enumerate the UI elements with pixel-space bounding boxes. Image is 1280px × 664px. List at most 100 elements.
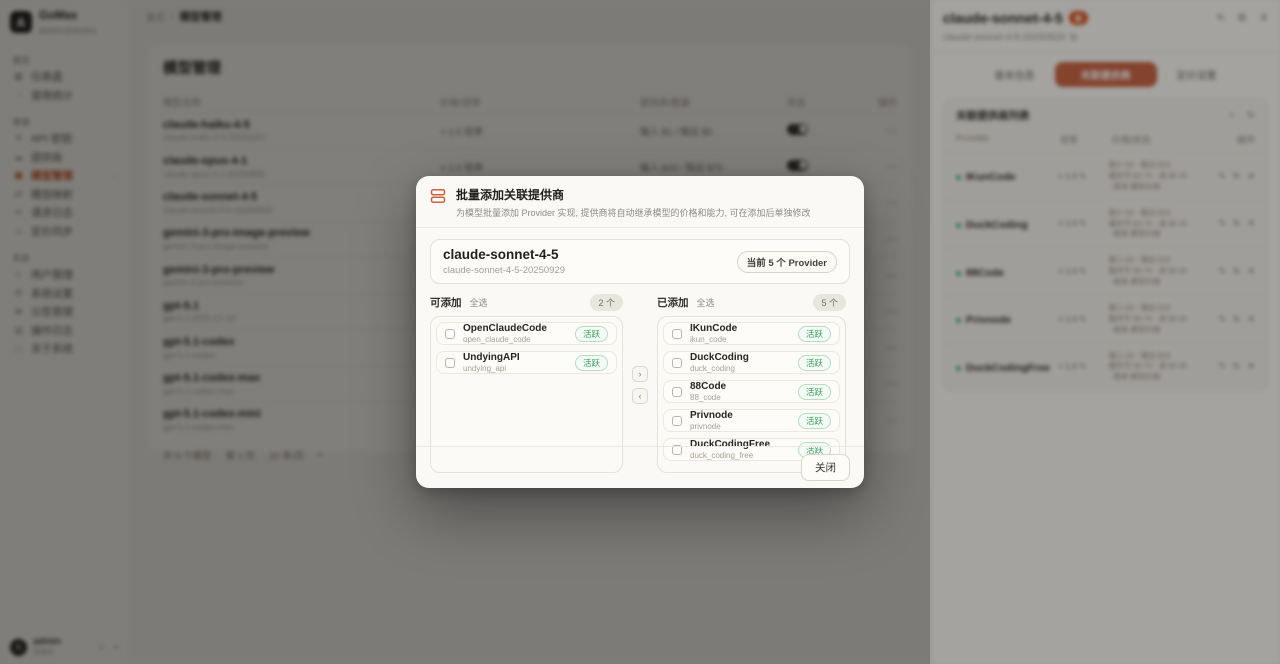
delete-icon[interactable]: ✕	[1247, 266, 1255, 277]
delete-icon[interactable]: ✕	[1247, 218, 1255, 229]
sidebar-item-usage-stats[interactable]: ◔ 使用统计	[0, 86, 129, 105]
checkbox[interactable]	[672, 328, 682, 339]
tab-linked-providers[interactable]: 关联提供商	[1054, 62, 1157, 87]
status-toggle[interactable]	[787, 159, 808, 171]
app-name: GoMax	[39, 10, 78, 22]
select-all-added[interactable]: 全选	[696, 297, 715, 308]
provider-row[interactable]: IKunCode × 1.0 ✎ 输入 $3 · 输出 $15 缓存写 $3.75…	[944, 152, 1267, 200]
status-dot	[956, 270, 961, 276]
model-id: claude-sonnet-4-5-20250929	[443, 265, 566, 276]
provider-row[interactable]: DuckCoding × 1.0 ✎ 输入 $3 · 输出 $15 缓存写 $3.…	[944, 199, 1267, 248]
select-all-available[interactable]: 全选	[469, 297, 488, 308]
list-item-privnode[interactable]: Privnode privnode 活跃	[663, 409, 840, 432]
row-actions-icon[interactable]: ⋯	[886, 306, 897, 319]
sidebar-item-dashboard[interactable]: ▦ 仪表盘	[0, 68, 129, 87]
row-actions-icon[interactable]: ⋯	[886, 414, 897, 427]
move-right-button[interactable]: ›	[632, 366, 648, 382]
sidebar-item-announcements[interactable]: ◈ 公告管理	[0, 303, 129, 322]
provider-rate: × 1.0 ✎	[1057, 361, 1087, 372]
row-actions-icon[interactable]: ⋯	[886, 342, 897, 355]
sidebar-item-settings[interactable]: ⚙ 系统设置	[0, 284, 129, 303]
row-actions-icon[interactable]: ⋯	[886, 233, 897, 246]
tab-pricing[interactable]: 定价设置	[1176, 71, 1217, 82]
copy-icon[interactable]: ⧉	[1070, 32, 1077, 43]
col-model-name: 模型名称	[163, 98, 202, 109]
provider-name: DuckCoding	[690, 352, 749, 363]
sidebar-item-pricing-sync[interactable]: ◇ 定价同步	[0, 222, 129, 241]
sidebar-item-audit-logs[interactable]: ▥ 操作日志	[0, 321, 129, 340]
logo-mark-icon: A	[10, 11, 32, 34]
refresh-icon[interactable]: ↻	[1232, 313, 1241, 324]
tab-basic-info[interactable]: 基本信息	[994, 71, 1035, 82]
model-id: gemini-3-pro-preview	[163, 277, 243, 288]
refresh-icon[interactable]: ↻	[1232, 218, 1241, 229]
breadcrumb-separator: /	[171, 11, 174, 22]
refresh-icon[interactable]: ↻	[1232, 170, 1241, 181]
provider-row[interactable]: 88Code × 1.0 ✎ 输入 $3 · 输出 $15 缓存写 $3.75 ·…	[944, 247, 1267, 295]
model-summary-card: claude-sonnet-4-5 claude-sonnet-4-5-2025…	[430, 239, 850, 284]
list-item-88code[interactable]: 88Code 88_code 活跃	[663, 380, 840, 403]
row-actions-icon[interactable]: ⋯	[886, 197, 897, 210]
status-badge: 活跃	[797, 325, 831, 342]
close-icon[interactable]: ✕	[1259, 13, 1268, 24]
collapse-sidebar-icon[interactable]: «	[113, 642, 119, 652]
col-provider-count: 提供商/数量	[640, 98, 691, 109]
edit-icon[interactable]: ✎	[1218, 266, 1226, 277]
sidebar-item-models-active[interactable]: ▣ 模型管理 ›	[0, 167, 129, 186]
sidebar-item-providers[interactable]: ☁ 提供商	[0, 148, 129, 167]
sidebar-item-model-mapping[interactable]: ⇄ 模型映射	[0, 185, 129, 204]
refresh-icon[interactable]: ↻	[1232, 361, 1241, 372]
sidebar-section-title: 概览	[13, 55, 30, 65]
checkbox[interactable]	[672, 386, 682, 397]
sidebar-item-label: 模型映射	[31, 188, 73, 201]
sidebar-item-api-keys[interactable]: ✦ API 密钥	[0, 130, 129, 149]
refresh-icon[interactable]: ↻	[1247, 110, 1255, 121]
status-badge: 活跃	[797, 354, 831, 371]
provider-row[interactable]: Privnode × 1.0 ✎ 输入 $3 · 输出 $15 缓存写 $3.75…	[944, 294, 1267, 343]
breadcrumb-home[interactable]: 首页	[146, 12, 166, 24]
table-row[interactable]: claude-haiku-4-5 claude-haiku-4-5-202510…	[163, 112, 897, 148]
checkbox[interactable]	[672, 357, 682, 368]
page-size-select[interactable]: 10 条/页	[269, 450, 304, 462]
list-item-duckcoding[interactable]: DuckCoding duck_coding 活跃	[663, 351, 840, 374]
move-left-button[interactable]: ‹	[632, 388, 648, 404]
app-logo[interactable]: A GoMax 模型网关管理控制台	[0, 0, 129, 43]
sidebar-item-label: 模型管理	[31, 170, 73, 183]
edit-icon[interactable]: ✎	[1216, 13, 1225, 24]
added-label: 已添加	[657, 296, 689, 309]
list-item-ikuncode[interactable]: IKunCode ikun_code 活跃	[663, 322, 840, 345]
delete-icon[interactable]: ✕	[1247, 170, 1255, 181]
edit-icon[interactable]: ✎	[1218, 313, 1226, 324]
provider-row[interactable]: DuckCodingFree × 1.0 ✎ 输入 $3 · 输出 $15 缓存写…	[944, 342, 1267, 391]
list-item-openclaudecode[interactable]: OpenClaudeCode open_claude_code 活跃	[436, 322, 617, 345]
table-row[interactable]: claude-opus-4-1 claude-opus-4-1-20250805…	[163, 148, 897, 184]
close-button[interactable]: 关闭	[801, 454, 850, 481]
status-toggle[interactable]	[787, 123, 808, 135]
sidebar-item-users[interactable]: ☺ 用户管理	[0, 266, 129, 285]
status-badge: 活跃	[797, 383, 831, 400]
edit-icon[interactable]: ✎	[1218, 361, 1226, 372]
sidebar-item-about[interactable]: ⓘ 关于系统	[0, 340, 129, 359]
user-menu[interactable]: A admin 管理员 ◐ «	[0, 630, 129, 664]
delete-icon[interactable]: ✕	[1247, 313, 1255, 324]
sidebar-item-request-logs[interactable]: ≡ 请求日志	[0, 204, 129, 223]
row-actions-icon[interactable]: ⋯	[886, 161, 897, 174]
delete-icon[interactable]: ✕	[1247, 361, 1255, 372]
edit-icon[interactable]: ✎	[1218, 218, 1226, 229]
row-actions-icon[interactable]: ⋯	[886, 125, 897, 138]
row-actions-icon[interactable]: ⋯	[886, 269, 897, 282]
gear-icon: ⚙	[14, 287, 23, 299]
theme-toggle-icon[interactable]: ◐	[99, 642, 105, 652]
checkbox[interactable]	[445, 328, 455, 339]
checkbox[interactable]	[445, 357, 455, 368]
breadcrumb-current: 模型管理	[179, 11, 222, 23]
list-item-duckcodingfree[interactable]: DuckCodingFree duck_coding_free 活跃	[663, 438, 840, 461]
checkbox[interactable]	[672, 415, 682, 426]
list-item-undyingapi[interactable]: UndyingAPI undying_api 活跃	[436, 351, 617, 374]
refresh-icon[interactable]: ↻	[1232, 266, 1241, 277]
add-provider-icon[interactable]: +	[1228, 110, 1235, 121]
checkbox[interactable]	[672, 444, 682, 455]
gear-icon[interactable]: ⚙	[1237, 13, 1247, 24]
row-actions-icon[interactable]: ⋯	[886, 378, 897, 391]
edit-icon[interactable]: ✎	[1218, 170, 1226, 181]
